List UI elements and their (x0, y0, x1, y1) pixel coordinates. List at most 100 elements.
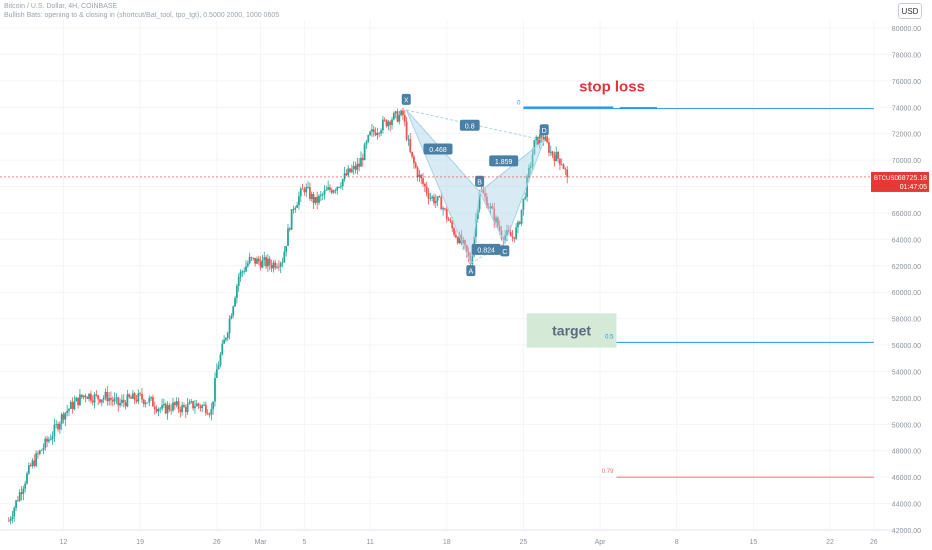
candle (274, 262, 277, 268)
candle (232, 306, 235, 316)
candle (392, 112, 395, 120)
candle (126, 394, 129, 407)
candle (33, 460, 36, 466)
stop-loss-label: stop loss (579, 78, 645, 95)
candle (398, 115, 401, 122)
candle (121, 399, 123, 403)
candle (498, 226, 501, 231)
y-tick-label: 58000.00 (892, 317, 921, 324)
candle (261, 259, 264, 268)
x-axis: 12 19 26 Mar 5 11 18 25 Apr 8 15 22 26 (0, 529, 893, 546)
candle (263, 257, 266, 260)
candle (188, 402, 191, 405)
candle (208, 414, 211, 416)
fib-level-label: 0.5 (605, 334, 614, 340)
candle (214, 377, 216, 402)
candle (58, 423, 61, 430)
candle (49, 439, 52, 441)
candle (235, 285, 238, 299)
candle (363, 144, 366, 161)
candle (566, 169, 569, 177)
candle (162, 403, 165, 406)
candle (360, 157, 362, 167)
candle (506, 230, 508, 236)
candle (27, 465, 30, 474)
candle (296, 205, 299, 208)
candle (305, 187, 308, 193)
candle (564, 169, 567, 170)
candle (18, 492, 21, 501)
candle (228, 318, 231, 334)
candle (79, 394, 81, 406)
candle (93, 394, 96, 403)
pattern-ratio-label: 0.824 (477, 247, 495, 254)
candle (427, 192, 430, 199)
candle (95, 394, 98, 396)
candle (279, 263, 282, 267)
candle (117, 397, 120, 406)
candle (35, 453, 38, 466)
candle (462, 240, 465, 244)
candle (551, 151, 554, 156)
candle (451, 221, 454, 229)
y-tick-label: 66000.00 (892, 211, 921, 218)
candle (403, 115, 406, 122)
candle (131, 393, 134, 399)
candle (402, 110, 404, 116)
candle (559, 158, 561, 165)
candle (496, 217, 499, 227)
pattern-ratio-box (489, 155, 519, 167)
candle (225, 337, 227, 340)
candle (527, 167, 530, 177)
candle (464, 240, 466, 246)
candle (378, 133, 381, 134)
candle (314, 197, 317, 203)
candle (168, 405, 171, 410)
currency-button[interactable]: USD (898, 3, 922, 19)
candle (338, 187, 340, 188)
candle (102, 397, 105, 400)
candle (177, 401, 180, 410)
candle (509, 232, 512, 237)
pattern-point-label: C (502, 249, 507, 256)
candle (548, 142, 550, 153)
candle (369, 131, 372, 136)
candle (124, 402, 127, 407)
candle (298, 196, 300, 206)
target-zone (526, 313, 617, 348)
candle (219, 354, 222, 366)
levels-layer: 0 0.5 0.79 (517, 101, 874, 478)
y-tick-label: 44000.00 (892, 502, 921, 509)
candle (367, 135, 370, 142)
pattern-point-box (475, 175, 485, 187)
candle (411, 152, 413, 157)
candle (256, 258, 258, 264)
candle (420, 174, 423, 179)
candle (51, 436, 54, 440)
y-tick-label: 60000.00 (892, 290, 921, 297)
x-tick-label: 19 (136, 539, 144, 546)
candle (277, 266, 280, 268)
chart-title: Bitcoin / U.S. Dollar, 4H, COINBASE (4, 3, 118, 10)
candle (522, 198, 525, 210)
candle (356, 163, 359, 170)
candle (433, 196, 435, 204)
x-tick-label: 25 (520, 539, 528, 546)
candle (555, 151, 558, 162)
candle (259, 261, 262, 268)
candle (139, 393, 142, 395)
candle (285, 245, 288, 252)
indicator-legend: Bullish Bats: opening to & closing in (s… (4, 12, 280, 19)
candle (99, 399, 101, 403)
candle (290, 209, 293, 230)
candle (454, 234, 457, 238)
candle (97, 395, 100, 400)
candle (122, 399, 125, 403)
candle (246, 263, 249, 267)
candle (316, 197, 319, 203)
candle (405, 121, 408, 140)
candle (128, 394, 131, 398)
candle (349, 168, 351, 173)
candle (354, 165, 357, 170)
